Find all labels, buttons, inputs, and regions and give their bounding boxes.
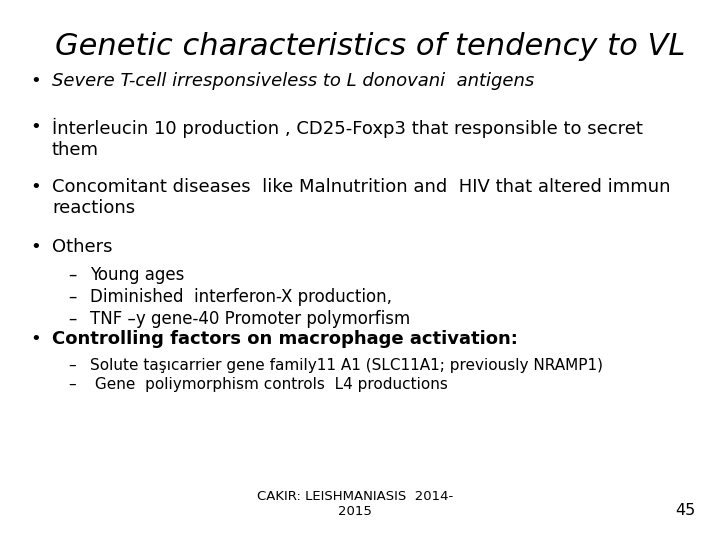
Text: 45: 45 (675, 503, 695, 518)
Text: Genetic characteristics of tendency to VL: Genetic characteristics of tendency to V… (55, 32, 685, 61)
Text: Controlling factors on macrophage activation:: Controlling factors on macrophage activa… (52, 330, 518, 348)
Text: •: • (30, 178, 41, 196)
Text: •: • (30, 118, 41, 136)
Text: Severe T-cell irresponsiveless to L donovani  antigens: Severe T-cell irresponsiveless to L dono… (52, 72, 534, 90)
Text: Gene  poliymorphism controls  L4 productions: Gene poliymorphism controls L4 productio… (90, 377, 448, 392)
Text: •: • (30, 238, 41, 256)
Text: Concomitant diseases  like Malnutrition and  HIV that altered immun
reactions: Concomitant diseases like Malnutrition a… (52, 178, 670, 217)
Text: CAKIR: LEISHMANIASIS  2014-
2015: CAKIR: LEISHMANIASIS 2014- 2015 (257, 490, 453, 518)
Text: •: • (30, 330, 41, 348)
Text: Solute taşıcarrier gene family11 A1 (SLC11A1; previously NRAMP1): Solute taşıcarrier gene family11 A1 (SLC… (90, 358, 603, 373)
Text: –: – (68, 310, 76, 328)
Text: Diminished  interferon-X production,: Diminished interferon-X production, (90, 288, 392, 306)
Text: –: – (68, 377, 76, 392)
Text: –: – (68, 358, 76, 373)
Text: Others: Others (52, 238, 112, 256)
Text: •: • (30, 72, 41, 90)
Text: –: – (68, 266, 76, 284)
Text: –: – (68, 288, 76, 306)
Text: TNF –y gene-40 Promoter polymorfism: TNF –y gene-40 Promoter polymorfism (90, 310, 410, 328)
Text: Young ages: Young ages (90, 266, 184, 284)
Text: İnterleucin 10 production , CD25-Foxp3 that responsible to secret
them: İnterleucin 10 production , CD25-Foxp3 t… (52, 118, 643, 159)
